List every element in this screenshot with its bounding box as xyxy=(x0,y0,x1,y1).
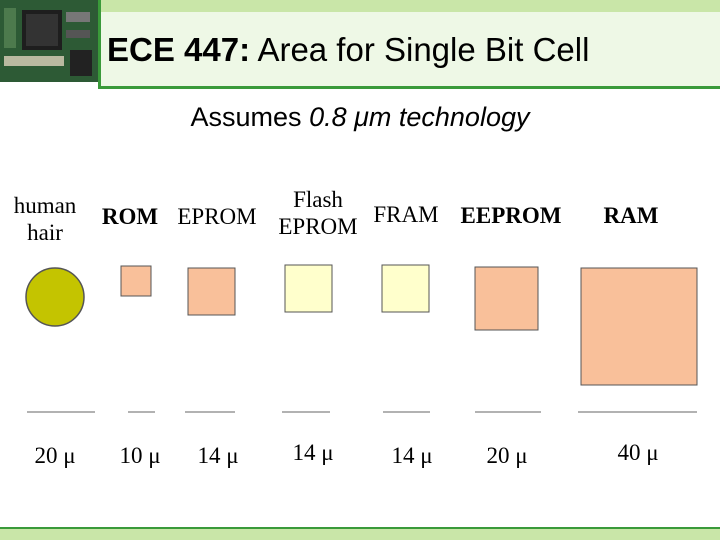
cell-size: 10 μ xyxy=(119,443,160,468)
subtitle: Assumes 0.8 μm technology xyxy=(191,102,531,132)
ram-cell xyxy=(580,267,698,386)
cell-label: RAM xyxy=(604,203,659,228)
cell-label: human xyxy=(14,193,77,218)
subtitle-text: Assumes xyxy=(191,102,302,132)
cell-size: 14 μ xyxy=(292,440,333,465)
title: ECE 447: Area for Single Bit Cell xyxy=(107,31,589,68)
cell-label: ROM xyxy=(102,204,159,229)
subtitle-emphasis: 0.8 μm technology xyxy=(309,102,531,132)
cell-size: 14 μ xyxy=(391,443,432,468)
flash-cell xyxy=(284,264,333,313)
title-code: ECE 447: xyxy=(107,31,250,68)
cell-label: EPROM xyxy=(278,214,357,239)
eeprom-cell xyxy=(474,266,539,331)
title-text: Area for Single Bit Cell xyxy=(257,31,589,68)
rom-cell xyxy=(120,265,152,297)
cell-label: Flash xyxy=(293,187,343,212)
bottom-rule xyxy=(0,527,720,529)
bottom-band xyxy=(0,527,720,540)
fram-cell xyxy=(381,264,430,313)
title-rule xyxy=(100,86,720,89)
title-bar xyxy=(100,12,720,86)
cell-label: EPROM xyxy=(177,204,256,229)
cell-label: FRAM xyxy=(373,202,438,227)
title-edge xyxy=(98,0,101,89)
cell-size: 20 μ xyxy=(486,443,527,468)
hair-circle xyxy=(25,267,85,327)
eprom-cell xyxy=(187,267,236,316)
chip-photo xyxy=(0,0,98,82)
cell-label: hair xyxy=(27,220,63,245)
cell-size: 40 μ xyxy=(617,440,658,465)
cell-label: EEPROM xyxy=(461,203,562,228)
cell-size: 14 μ xyxy=(197,443,238,468)
cell-size: 20 μ xyxy=(34,443,75,468)
top-band xyxy=(100,0,720,12)
